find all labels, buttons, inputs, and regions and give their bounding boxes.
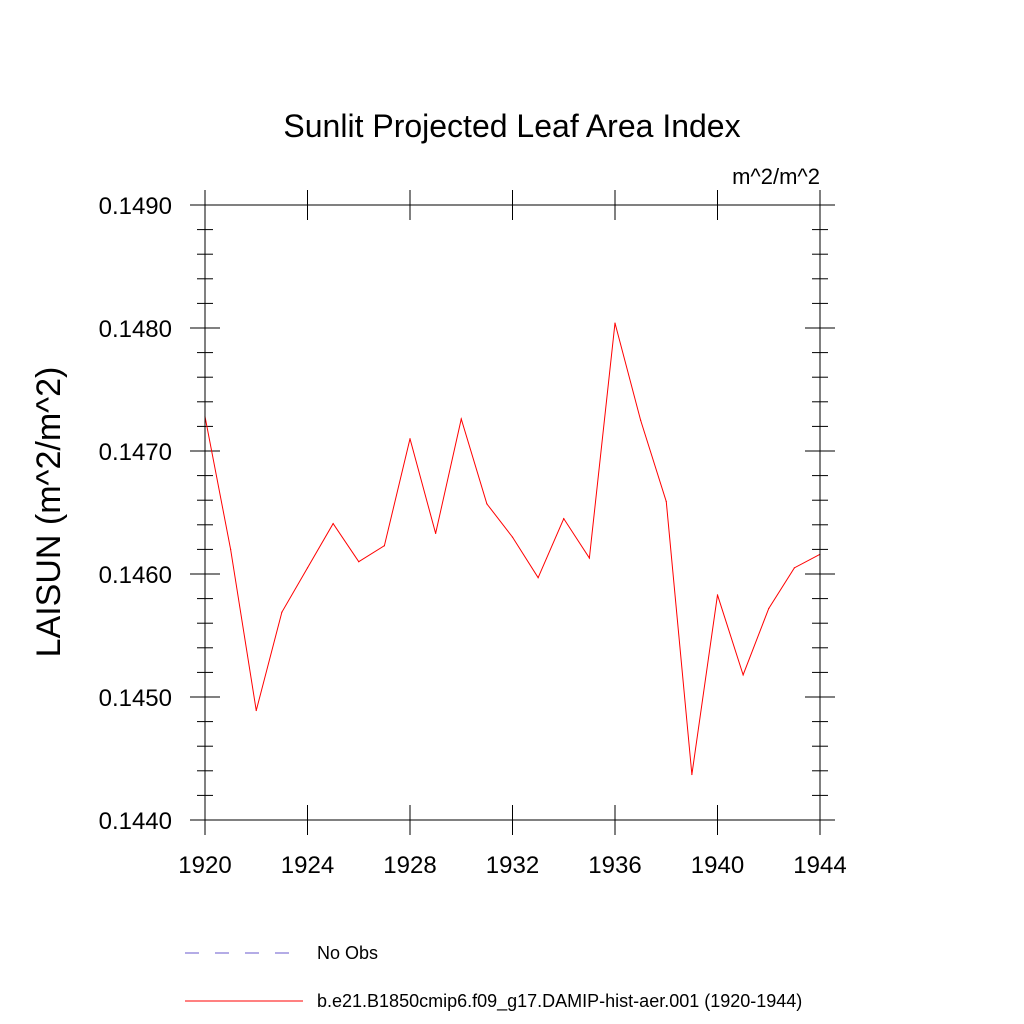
chart-title: Sunlit Projected Leaf Area Index [283,108,740,144]
data-point [435,532,437,535]
data-point [460,418,462,420]
y-tick-labels: 0.1440 0.1450 0.1460 0.1470 0.1480 0.1490 [99,193,172,835]
x-tick-label: 1920 [178,852,231,879]
data-point [383,545,385,547]
data-point [230,548,232,551]
data-point [332,522,334,525]
x-tick-labels: 1920 1924 1928 1932 1936 1940 1944 [178,852,846,879]
y-tick-label: 0.1480 [99,316,172,343]
data-point [358,561,360,563]
data-point [306,567,309,569]
x-tick-label: 1940 [691,852,744,879]
y-tick-label: 0.1460 [99,562,172,589]
data-point [793,567,795,569]
x-tick-label: 1924 [281,852,334,879]
axis-ticks [190,190,835,835]
series-line-0 [204,322,821,775]
legend-label-no-obs: No Obs [317,943,378,963]
data-point [537,577,539,579]
data-point [716,594,719,596]
data-point [742,674,744,676]
x-tick-label: 1944 [793,852,846,879]
y-tick-label: 0.1450 [99,685,172,712]
data-point [281,611,283,613]
data-point [614,322,616,324]
x-tick-label: 1932 [486,852,539,879]
y-tick-label: 0.1490 [99,193,172,220]
x-tick-label: 1928 [383,852,436,879]
units-label: m^2/m^2 [732,164,820,189]
data-point [588,557,590,559]
legend: No Obs b.e21.B1850cmip6.f09_g17.DAMIP-hi… [185,943,802,1012]
plot-frame [204,204,821,821]
data-point [486,503,488,505]
data-point [255,709,257,712]
data-point [665,500,667,503]
legend-label-model-run: b.e21.B1850cmip6.f09_g17.DAMIP-hist-aer.… [317,991,802,1012]
data-point [511,536,514,538]
y-axis-label: LAISUN (m^2/m^2) [30,367,68,658]
x-tick-label: 1936 [588,852,641,879]
y-tick-label: 0.1440 [99,808,172,835]
data-point [563,518,565,520]
y-tick-label: 0.1470 [99,439,172,466]
data-point [768,607,770,610]
data-point [640,419,642,421]
data-point [409,438,411,440]
data-point [691,773,693,776]
data-series [204,322,821,776]
